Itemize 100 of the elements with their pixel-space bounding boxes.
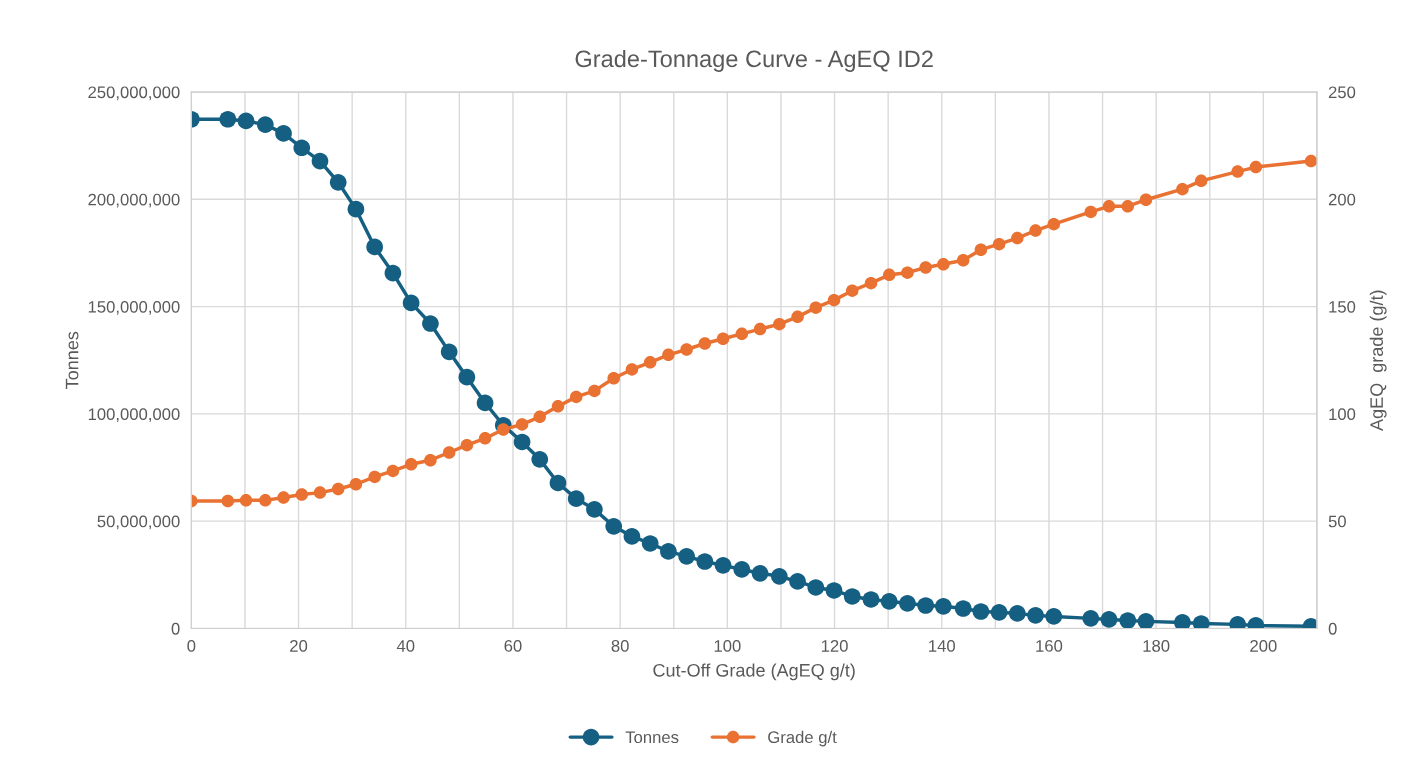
point bbox=[827, 293, 841, 307]
point bbox=[1045, 608, 1063, 625]
point bbox=[586, 501, 603, 518]
point bbox=[404, 458, 418, 471]
point bbox=[366, 238, 383, 256]
point bbox=[956, 253, 970, 267]
point bbox=[478, 432, 492, 445]
point bbox=[237, 112, 255, 130]
point bbox=[513, 433, 531, 451]
point bbox=[424, 453, 437, 467]
point bbox=[440, 343, 458, 361]
point bbox=[625, 363, 639, 376]
x-tick-label: 140 bbox=[929, 640, 956, 652]
point bbox=[773, 317, 786, 331]
point bbox=[1231, 165, 1244, 178]
point bbox=[311, 152, 329, 170]
point bbox=[259, 494, 272, 507]
point bbox=[1139, 193, 1153, 206]
point bbox=[678, 548, 695, 565]
point bbox=[476, 394, 494, 412]
point bbox=[990, 604, 1008, 621]
point bbox=[862, 591, 880, 608]
point bbox=[1047, 217, 1061, 231]
point bbox=[384, 264, 402, 282]
point bbox=[256, 116, 274, 133]
point bbox=[954, 600, 972, 617]
y-axis-title: Tonnes bbox=[65, 331, 79, 389]
y-tick-label: 100,000,000 bbox=[88, 408, 180, 423]
point bbox=[422, 315, 439, 332]
point bbox=[919, 261, 932, 274]
point bbox=[1194, 174, 1208, 188]
y2-tick-label: 250 bbox=[1328, 86, 1356, 99]
point bbox=[331, 482, 345, 496]
legend-label: Grade g/t bbox=[768, 730, 837, 747]
point bbox=[937, 258, 950, 271]
point bbox=[460, 438, 474, 452]
x-tick-label: 20 bbox=[290, 640, 308, 652]
point bbox=[1027, 607, 1044, 624]
point bbox=[935, 598, 952, 615]
y-tick-label: 50,000,000 bbox=[97, 515, 180, 530]
point bbox=[569, 390, 583, 404]
point bbox=[643, 356, 657, 369]
point bbox=[607, 371, 620, 385]
point bbox=[696, 553, 714, 570]
point bbox=[347, 200, 365, 218]
point bbox=[771, 567, 788, 585]
y2-tick-label: 200 bbox=[1328, 193, 1356, 206]
point bbox=[329, 173, 347, 191]
point bbox=[551, 400, 565, 413]
y-tick-label: 0 bbox=[171, 622, 180, 635]
point bbox=[623, 528, 641, 545]
y-tick-label: 250,000,000 bbox=[88, 86, 180, 101]
point bbox=[549, 474, 567, 492]
point bbox=[275, 125, 292, 142]
point bbox=[845, 284, 859, 297]
point bbox=[1008, 605, 1026, 622]
point bbox=[1174, 614, 1191, 629]
y2-tick-label: 0 bbox=[1328, 622, 1337, 635]
x-tick-label: 160 bbox=[1036, 640, 1063, 652]
point bbox=[1011, 231, 1024, 245]
point bbox=[698, 337, 712, 350]
point bbox=[899, 595, 916, 612]
point bbox=[442, 446, 456, 459]
point bbox=[714, 557, 732, 574]
x-tick-label: 60 bbox=[504, 640, 522, 652]
point bbox=[807, 579, 825, 596]
point bbox=[219, 110, 237, 128]
point bbox=[864, 276, 878, 290]
point bbox=[1137, 613, 1155, 629]
point bbox=[1121, 200, 1134, 213]
y2-tick-label: 100 bbox=[1329, 408, 1356, 421]
y2-tick-label: 50 bbox=[1328, 515, 1346, 528]
point bbox=[662, 348, 675, 362]
point bbox=[972, 603, 990, 620]
point bbox=[660, 543, 677, 560]
point bbox=[239, 494, 253, 507]
point bbox=[402, 294, 420, 312]
point bbox=[641, 535, 659, 552]
y-tick-label: 150,000,000 bbox=[88, 300, 180, 315]
y-tick-label: 200,000,000 bbox=[88, 193, 180, 208]
point bbox=[1119, 612, 1137, 629]
point bbox=[1100, 611, 1118, 628]
point bbox=[751, 564, 769, 582]
point bbox=[791, 310, 804, 324]
point bbox=[974, 243, 988, 256]
point bbox=[349, 478, 363, 491]
x-tick-label: 40 bbox=[396, 640, 415, 652]
point bbox=[825, 582, 843, 599]
point bbox=[1029, 224, 1042, 237]
point bbox=[809, 301, 823, 314]
point bbox=[1102, 200, 1116, 213]
x-tick-label: 180 bbox=[1143, 640, 1170, 652]
point bbox=[843, 588, 861, 605]
point bbox=[992, 237, 1006, 251]
point bbox=[753, 322, 767, 336]
point bbox=[880, 593, 898, 610]
point bbox=[735, 327, 749, 341]
point bbox=[1176, 182, 1189, 196]
point bbox=[515, 418, 529, 431]
chart-title: Grade-Tonnage Curve - AgEQ ID2 bbox=[575, 49, 933, 72]
